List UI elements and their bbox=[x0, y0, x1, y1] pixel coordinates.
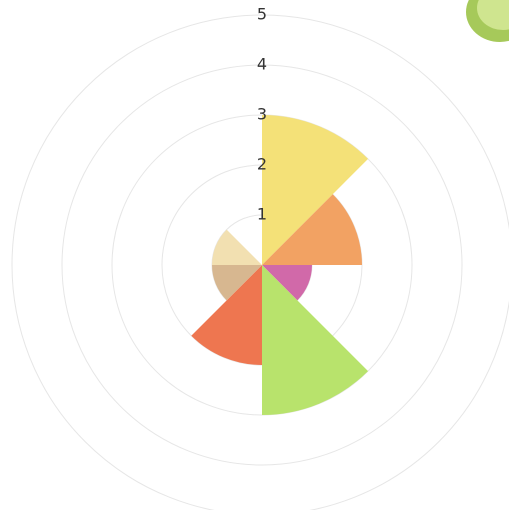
chart: 1 2 3 4 5 bbox=[0, 0, 509, 510]
decoration bbox=[466, 0, 509, 42]
r-tick-label: 5 bbox=[257, 5, 267, 24]
r-tick-label: 4 bbox=[257, 55, 267, 74]
r-tick-label: 2 bbox=[257, 155, 267, 174]
sector bbox=[212, 230, 262, 265]
grid-circle bbox=[12, 15, 509, 510]
r-tick-label: 1 bbox=[257, 205, 267, 224]
sector bbox=[262, 265, 368, 415]
r-tick-label: 3 bbox=[257, 105, 267, 124]
